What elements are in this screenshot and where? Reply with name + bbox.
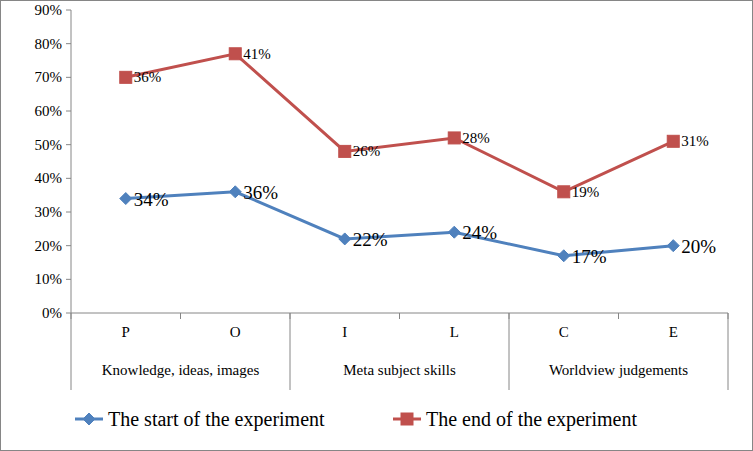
y-tick-label: 60%	[35, 103, 63, 119]
y-tick	[66, 43, 71, 44]
marker	[448, 132, 460, 144]
group-separator	[509, 313, 510, 390]
x-tick-label: C	[559, 324, 569, 340]
y-tick-label: 20%	[35, 238, 63, 254]
marker	[339, 145, 351, 157]
data-label: 19%	[572, 184, 600, 200]
y-tick-label: 10%	[35, 271, 63, 287]
chart-svg: 0% 10% 20% 30% 40% 50% 60% 70% 80% 90% P O I L C E Knowl…	[0, 0, 753, 451]
x-tick-label: O	[230, 324, 241, 340]
y-tick	[66, 313, 71, 314]
x-tick	[399, 313, 400, 319]
x-tick	[618, 313, 619, 319]
data-label: 22%	[353, 229, 388, 250]
y-tick	[66, 10, 71, 11]
marker	[667, 135, 679, 147]
marker	[667, 240, 679, 252]
legend: The start of the experiment The end of th…	[75, 408, 637, 431]
x-tick-label: P	[122, 324, 130, 340]
y-tick-label: 0%	[42, 305, 62, 321]
legend-marker	[83, 413, 95, 425]
group-label: Meta subject skills	[343, 362, 456, 378]
y-tick-label: 70%	[35, 69, 63, 85]
chart-container: 0% 10% 20% 30% 40% 50% 60% 70% 80% 90% P O I L C E Knowl…	[0, 0, 753, 451]
marker	[120, 193, 132, 205]
y-axis	[71, 10, 72, 313]
marker	[120, 71, 132, 83]
group-separator	[290, 313, 291, 390]
y-tick	[66, 77, 71, 78]
x-tick-label: L	[450, 324, 459, 340]
series-line	[126, 54, 674, 192]
y-tick	[66, 111, 71, 112]
y-tick-label: 30%	[35, 204, 63, 220]
data-label: 17%	[572, 246, 607, 267]
marker	[448, 226, 460, 238]
data-labels: 34% 36% 22% 24% 17% 20% 36% 41% 26% 28% 19% 31%	[134, 46, 717, 267]
group-separator	[71, 313, 72, 390]
group-label: Knowledge, ideas, images	[102, 362, 260, 378]
legend-label: The end of the experiment	[426, 408, 637, 431]
chart-border	[1, 1, 753, 451]
y-tick	[66, 279, 71, 280]
group-label: Worldview judgements	[549, 362, 688, 378]
marker	[229, 48, 241, 60]
y-tick	[66, 178, 71, 179]
legend-marker	[401, 413, 413, 425]
data-label: 20%	[681, 236, 716, 257]
data-label: 41%	[243, 46, 271, 62]
data-label: 36%	[243, 182, 278, 203]
y-tick-label: 40%	[35, 170, 63, 186]
group-separator	[728, 313, 729, 390]
legend-label: The start of the experiment	[108, 408, 325, 431]
data-label: 28%	[462, 130, 490, 146]
y-tick-label: 50%	[35, 137, 63, 153]
data-label: 24%	[462, 222, 497, 243]
marker	[229, 186, 241, 198]
data-label: 26%	[353, 143, 381, 159]
data-label: 36%	[134, 69, 162, 85]
marker	[558, 250, 570, 262]
x-tick-label: I	[342, 324, 347, 340]
y-tick	[66, 144, 71, 145]
data-label: 31%	[681, 133, 709, 149]
x-tick-label: E	[669, 324, 678, 340]
y-tick	[66, 212, 71, 213]
marker	[558, 186, 570, 198]
y-tick	[66, 245, 71, 246]
data-label: 34%	[134, 189, 169, 210]
x-tick	[180, 313, 181, 319]
plot-area	[120, 48, 680, 262]
y-tick-label: 80%	[35, 36, 63, 52]
y-tick-label: 90%	[35, 2, 63, 18]
marker	[339, 233, 351, 245]
